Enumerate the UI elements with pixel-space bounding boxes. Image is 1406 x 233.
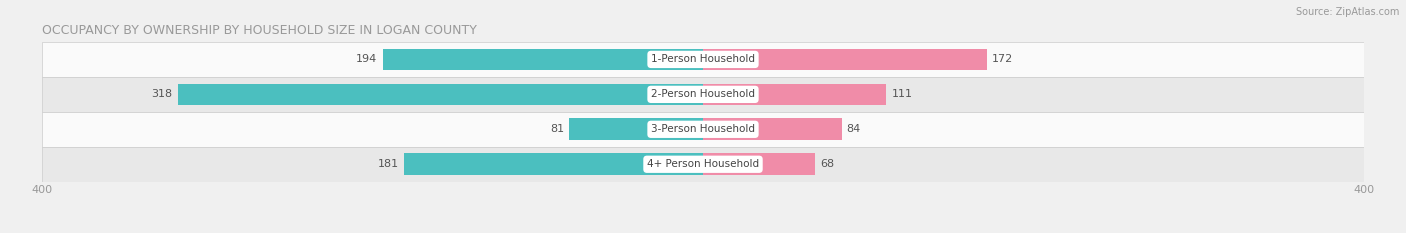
Text: OCCUPANCY BY OWNERSHIP BY HOUSEHOLD SIZE IN LOGAN COUNTY: OCCUPANCY BY OWNERSHIP BY HOUSEHOLD SIZE… [42,24,477,37]
Text: 181: 181 [378,159,399,169]
Bar [703,49,987,70]
Text: 68: 68 [820,159,834,169]
Bar [42,112,1364,147]
Bar [177,83,703,105]
Bar [42,77,1364,112]
Text: 318: 318 [152,89,173,99]
Bar [404,153,703,175]
Bar [703,153,815,175]
Bar [569,118,703,140]
Text: Source: ZipAtlas.com: Source: ZipAtlas.com [1295,7,1399,17]
Text: 3-Person Household: 3-Person Household [651,124,755,134]
Text: 81: 81 [550,124,564,134]
Bar [703,118,842,140]
Text: 2-Person Household: 2-Person Household [651,89,755,99]
Text: 172: 172 [993,55,1014,64]
Text: 4+ Person Household: 4+ Person Household [647,159,759,169]
Text: 84: 84 [846,124,860,134]
Bar [703,83,886,105]
Bar [42,42,1364,77]
Bar [382,49,703,70]
Text: 194: 194 [356,55,378,64]
Text: 1-Person Household: 1-Person Household [651,55,755,64]
Text: 111: 111 [891,89,912,99]
Bar [42,147,1364,182]
